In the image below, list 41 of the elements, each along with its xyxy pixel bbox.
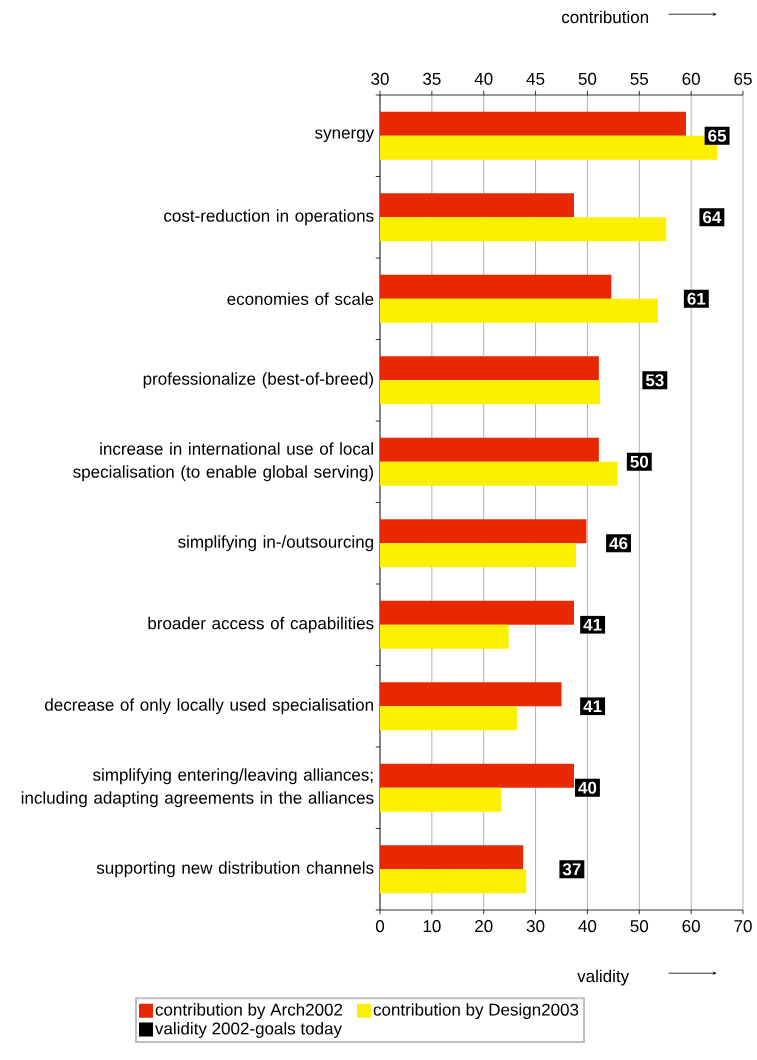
y-tick-label: supporting new distribution channels — [96, 861, 374, 878]
y-tick-label: increase in international use of local specialisation (to enable global serving) — [73, 442, 374, 482]
data-label: 40 — [578, 781, 597, 794]
y-tick-label: broader access of capabilities — [148, 616, 374, 633]
x-tick-label: 70 — [734, 920, 752, 933]
x-tick-label: 10 — [423, 920, 441, 933]
x2-tick-label: 35 — [423, 72, 441, 85]
x-tick-label: 50 — [630, 920, 649, 933]
x2-tick-label: 60 — [682, 72, 700, 85]
x2-tick-label: 40 — [474, 72, 493, 85]
data-label: 50 — [630, 455, 649, 468]
data-label: 65 — [708, 129, 727, 142]
x-tick-label: 0 — [375, 920, 385, 933]
data-label: 41 — [583, 618, 602, 631]
legend-label: contribution by Design2003 — [373, 1003, 579, 1020]
y-tick-label: synergy — [315, 129, 375, 143]
x-tick-label: 20 — [475, 920, 493, 933]
data-label: 46 — [609, 537, 628, 550]
y-tick-label: simplifying in-/outsourcing — [178, 535, 373, 552]
legend-label: contribution by Arch2002 — [155, 1003, 343, 1020]
legend-label: validity 2002-goals today — [155, 1022, 342, 1038]
y-tick-label: economies of scale — [227, 292, 374, 305]
data-label: 61 — [687, 292, 706, 305]
x2-tick-label: 45 — [526, 73, 545, 85]
y-tick-label: cost-reduction in operations — [164, 209, 374, 226]
x2-tick-label: 55 — [630, 73, 649, 85]
data-label: 37 — [562, 863, 581, 876]
y-tick-label: professionalize (best-of-breed) — [143, 372, 374, 389]
data-label: 64 — [703, 211, 722, 224]
y-tick-label: simplifying entering/leaving alliances; including adapting agreements in the alliances — [21, 768, 374, 808]
x2-tick-label: 30 — [371, 72, 389, 85]
x2-tick-label: 50 — [578, 72, 597, 85]
x-tick-label: 60 — [682, 920, 700, 933]
x2-axis-title: contribution — [561, 10, 649, 24]
x-tick-label: 40 — [578, 920, 597, 933]
x-axis-title: validity — [577, 969, 630, 986]
x-tick-label: 30 — [526, 920, 545, 933]
y-tick-label: decrease of only locally used specialisation — [45, 698, 373, 715]
data-label: 41 — [583, 700, 602, 713]
data-label: 53 — [645, 374, 664, 387]
x2-tick-label: 65 — [734, 72, 752, 85]
